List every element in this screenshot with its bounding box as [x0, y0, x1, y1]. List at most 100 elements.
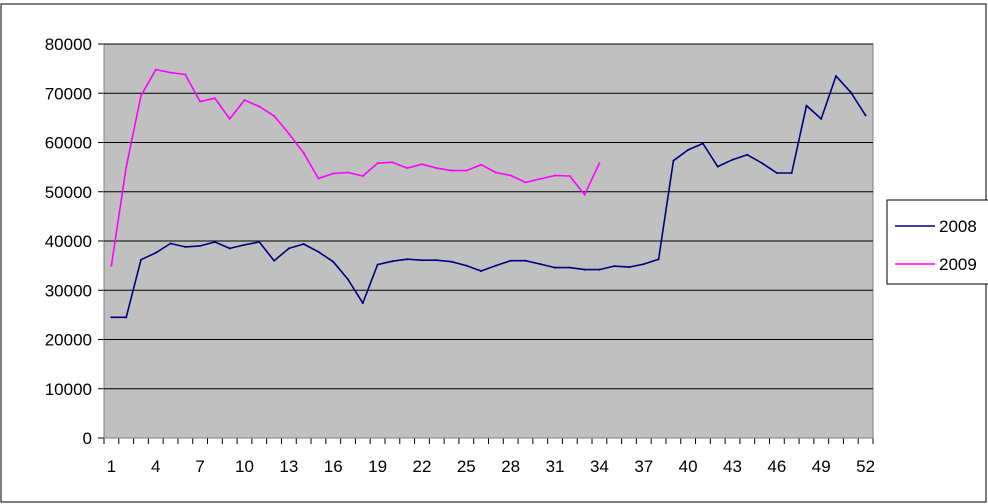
data-point-2009	[509, 174, 512, 177]
data-point-2008	[317, 250, 320, 253]
data-point-2008	[820, 117, 823, 120]
data-point-2008	[361, 302, 364, 305]
x-tick-label: 7	[195, 457, 204, 476]
data-point-2009	[406, 167, 409, 170]
data-point-2008	[199, 244, 202, 247]
data-point-2008	[598, 268, 601, 271]
data-point-2009	[347, 171, 349, 174]
x-tick-label: 46	[767, 457, 786, 476]
data-point-2009	[450, 169, 453, 172]
data-point-2008	[213, 241, 216, 243]
data-point-2008	[406, 258, 409, 261]
data-point-2008	[568, 266, 571, 269]
data-point-2008	[228, 247, 231, 250]
y-tick-label: 60000	[45, 134, 92, 153]
data-point-2008	[347, 278, 349, 281]
data-point-2009	[480, 163, 483, 166]
data-point-2008	[376, 263, 379, 266]
data-point-2008	[613, 265, 616, 268]
data-point-2008	[775, 172, 778, 174]
data-point-2008	[435, 259, 438, 262]
x-tick-label: 25	[457, 457, 476, 476]
data-point-2008	[849, 91, 852, 94]
data-point-2009	[184, 73, 187, 76]
data-point-2009	[154, 68, 157, 71]
data-point-2008	[450, 260, 453, 263]
data-point-2008	[287, 247, 290, 250]
data-point-2008	[184, 245, 187, 248]
data-point-2008	[273, 259, 276, 262]
x-tick-label: 1	[107, 457, 116, 476]
x-tick-label: 43	[723, 457, 742, 476]
data-point-2008	[642, 263, 645, 266]
data-point-2008	[805, 104, 808, 107]
legend-label: 2008	[939, 217, 977, 236]
data-point-2009	[243, 99, 246, 102]
series-lines	[110, 68, 867, 319]
x-tick-label: 16	[324, 457, 343, 476]
y-tick-label: 0	[83, 429, 92, 448]
data-point-2009	[465, 169, 468, 172]
data-point-2008	[509, 259, 512, 262]
data-point-2009	[391, 161, 394, 164]
data-point-2008	[583, 268, 586, 271]
x-tick-label: 52	[856, 457, 875, 476]
data-point-2009	[110, 264, 113, 267]
x-tick-label: 13	[279, 457, 298, 476]
data-point-2009	[332, 172, 335, 175]
data-point-2009	[361, 175, 364, 177]
y-tick-label: 30000	[45, 281, 92, 300]
data-point-2009	[213, 97, 216, 100]
data-point-2008	[465, 264, 468, 267]
y-tick-label: 80000	[45, 35, 92, 54]
y-axis: 0 10000 20000 30000 40000 50000 60000 70000 8000…	[45, 35, 105, 448]
data-point-2008	[480, 270, 483, 272]
data-point-2009	[524, 181, 527, 184]
data-point-2008	[302, 243, 305, 245]
data-point-2008	[332, 260, 335, 263]
legend-box	[886, 199, 988, 285]
data-point-2008	[524, 259, 527, 262]
y-tick-label: 50000	[45, 183, 92, 202]
data-point-2008	[731, 158, 734, 161]
data-point-2008	[835, 75, 837, 77]
data-point-2009	[583, 193, 586, 196]
x-tick-label: 37	[634, 457, 653, 476]
data-point-2008	[125, 316, 128, 319]
x-tick-label: 22	[412, 457, 431, 476]
data-point-2008	[110, 316, 113, 319]
data-point-2009	[169, 71, 172, 74]
data-point-2009	[302, 151, 305, 154]
data-point-2009	[140, 94, 142, 97]
data-point-2008	[421, 259, 423, 262]
data-point-2008	[790, 172, 793, 174]
legend: 2008 2009	[886, 199, 988, 285]
data-point-2008	[657, 258, 660, 261]
data-point-2008	[539, 263, 542, 266]
y-tick-label: 20000	[45, 331, 92, 350]
data-point-2008	[716, 165, 719, 168]
y-tick-label: 10000	[45, 380, 92, 399]
legend-label: 2009	[939, 255, 977, 274]
data-point-2009	[228, 117, 231, 120]
data-point-2008	[864, 114, 867, 117]
data-point-2008	[169, 242, 172, 245]
data-point-2009	[435, 167, 438, 170]
gridlines	[104, 43, 873, 390]
data-point-2009	[317, 177, 320, 180]
data-point-2009	[199, 100, 202, 103]
x-tick-label: 31	[546, 457, 565, 476]
data-point-2009	[287, 132, 290, 135]
data-point-2009	[539, 177, 542, 180]
data-point-2008	[391, 260, 394, 263]
data-point-2009	[598, 162, 601, 165]
data-point-2008	[243, 243, 246, 246]
data-point-2008	[672, 159, 675, 162]
data-point-2009	[554, 174, 556, 177]
x-tick-label: 34	[590, 457, 609, 476]
x-tick-label: 49	[812, 457, 831, 476]
data-point-2009	[273, 114, 276, 117]
x-tick-label: 10	[235, 457, 254, 476]
series-line-2009	[110, 68, 601, 266]
x-tick-label: 28	[501, 457, 520, 476]
